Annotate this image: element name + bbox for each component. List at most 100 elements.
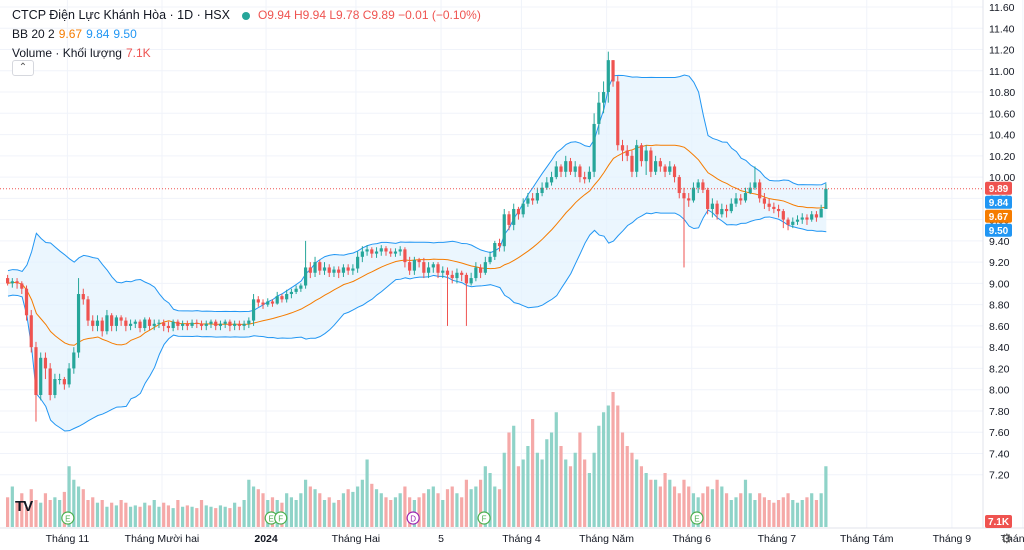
candle-body [682,193,686,199]
volume-bar [597,425,601,527]
volume-bar [535,452,539,527]
volume-bar [43,493,48,527]
candle-body [114,317,118,326]
candle-body [341,267,346,273]
tradingview-logo[interactable]: TV [15,498,33,515]
candle-body [720,208,724,215]
volume-bar [479,479,483,527]
event-marker-label: E [65,515,70,524]
candle-body [62,379,66,385]
candle-body [43,357,48,369]
event-marker-label: D [410,515,416,524]
volume-bar [734,497,738,527]
volume-bar [384,497,388,527]
volume-bar [682,479,686,527]
price-tick-label: 8.80 [989,300,1010,312]
candle-body [776,208,781,212]
volume-bar [455,493,459,527]
candle-body [270,301,275,304]
event-marker [477,511,491,525]
candle-body [474,267,478,279]
volume-bar [76,486,81,527]
candle-body [597,102,601,124]
candle-body [157,322,161,324]
volume-bar [559,446,563,527]
candle-body [100,320,104,332]
candle-body [20,283,24,289]
volume-bar [573,452,577,527]
event-marker [406,511,420,525]
event-marker-label: E [694,515,699,524]
candle-body [445,270,450,275]
volume-bar [72,479,76,527]
volume-bar [460,497,464,527]
candle-body [86,299,90,321]
candle-body [625,150,629,156]
volume-bar [176,500,180,527]
event-marker [274,511,288,525]
time-tick-label: Tháng 10 [1001,533,1024,545]
candle-body [237,323,241,326]
volume-bar [795,502,800,527]
symbol-title[interactable]: CTCP Điện Lực Khánh Hòa · 1D · HSX [12,8,230,22]
legend-title-row: CTCP Điện Lực Khánh Hòa · 1D · HSX O9.94… [12,6,481,25]
candle-body [800,217,804,220]
candle-body [786,219,790,225]
time-tick-label: Tháng 4 [502,533,541,545]
candle-body [710,203,714,209]
volume-bar [606,405,610,527]
legend-bb-row[interactable]: BB 20 2 9.67 9.84 9.50 [12,25,481,44]
candle-body [133,321,137,324]
candle-body [753,182,757,188]
volume-bar [34,500,38,527]
candle-body [493,242,497,257]
candle-body [691,187,696,201]
candle-body [228,321,232,326]
candle-body [417,260,421,263]
volume-bar [119,500,123,527]
time-axis[interactable]: Tháng 11 Tháng Mười hai 2024 Tháng Hai 5 Thán… [46,533,1024,545]
candle-body [739,198,743,201]
candle-body [303,267,308,286]
settings-button[interactable]: ⚙ [1001,531,1013,547]
volume-bar [389,500,393,527]
volume-bar [110,502,114,527]
volume-bar [67,466,71,527]
time-tick-label: Tháng Mười hai [125,533,200,545]
volume-bar [526,446,530,527]
candle-body [152,323,156,326]
price-tick-label: 9.20 [989,257,1010,269]
price-tick-label: 7.60 [989,427,1010,439]
candle-body [687,198,691,201]
volume-bar [15,502,19,527]
volume-badge-label: 7.1K [988,517,1010,528]
volume-bar [91,497,95,527]
candle-body [393,251,398,254]
candle-body [706,189,710,209]
volume-bar [114,505,118,527]
volume-bar [791,500,795,527]
price-tick-label: 7.20 [989,470,1010,482]
volume-bar [592,452,596,527]
volume-bar [587,473,591,527]
candle-body [814,214,819,218]
bb-basis-line [7,144,827,346]
bb-fill-area [8,75,827,432]
candle-body [72,352,76,369]
legend-volume-row[interactable]: Volume · Khối lượng 7.1K [12,44,481,63]
volume-bar [706,486,710,527]
ohlc-low: L9.78 [329,8,360,22]
volume-bar [181,506,185,527]
time-tick-label: Tháng 11 [46,533,90,545]
volume-bar [247,479,251,527]
candle-body [233,323,237,326]
price-axis[interactable]: 11.60 11.40 11.20 11.00 10.80 10.60 10.40 10.20… [989,2,1015,482]
volume-bar [204,505,208,527]
ohlc-close: C9.89 [362,8,395,22]
candle-body [559,166,563,172]
volume-bar [256,489,260,527]
candle-body [483,262,487,273]
legend-collapse-button[interactable]: ⌃ [12,60,34,76]
price-badge-label: 9.84 [989,198,1009,209]
